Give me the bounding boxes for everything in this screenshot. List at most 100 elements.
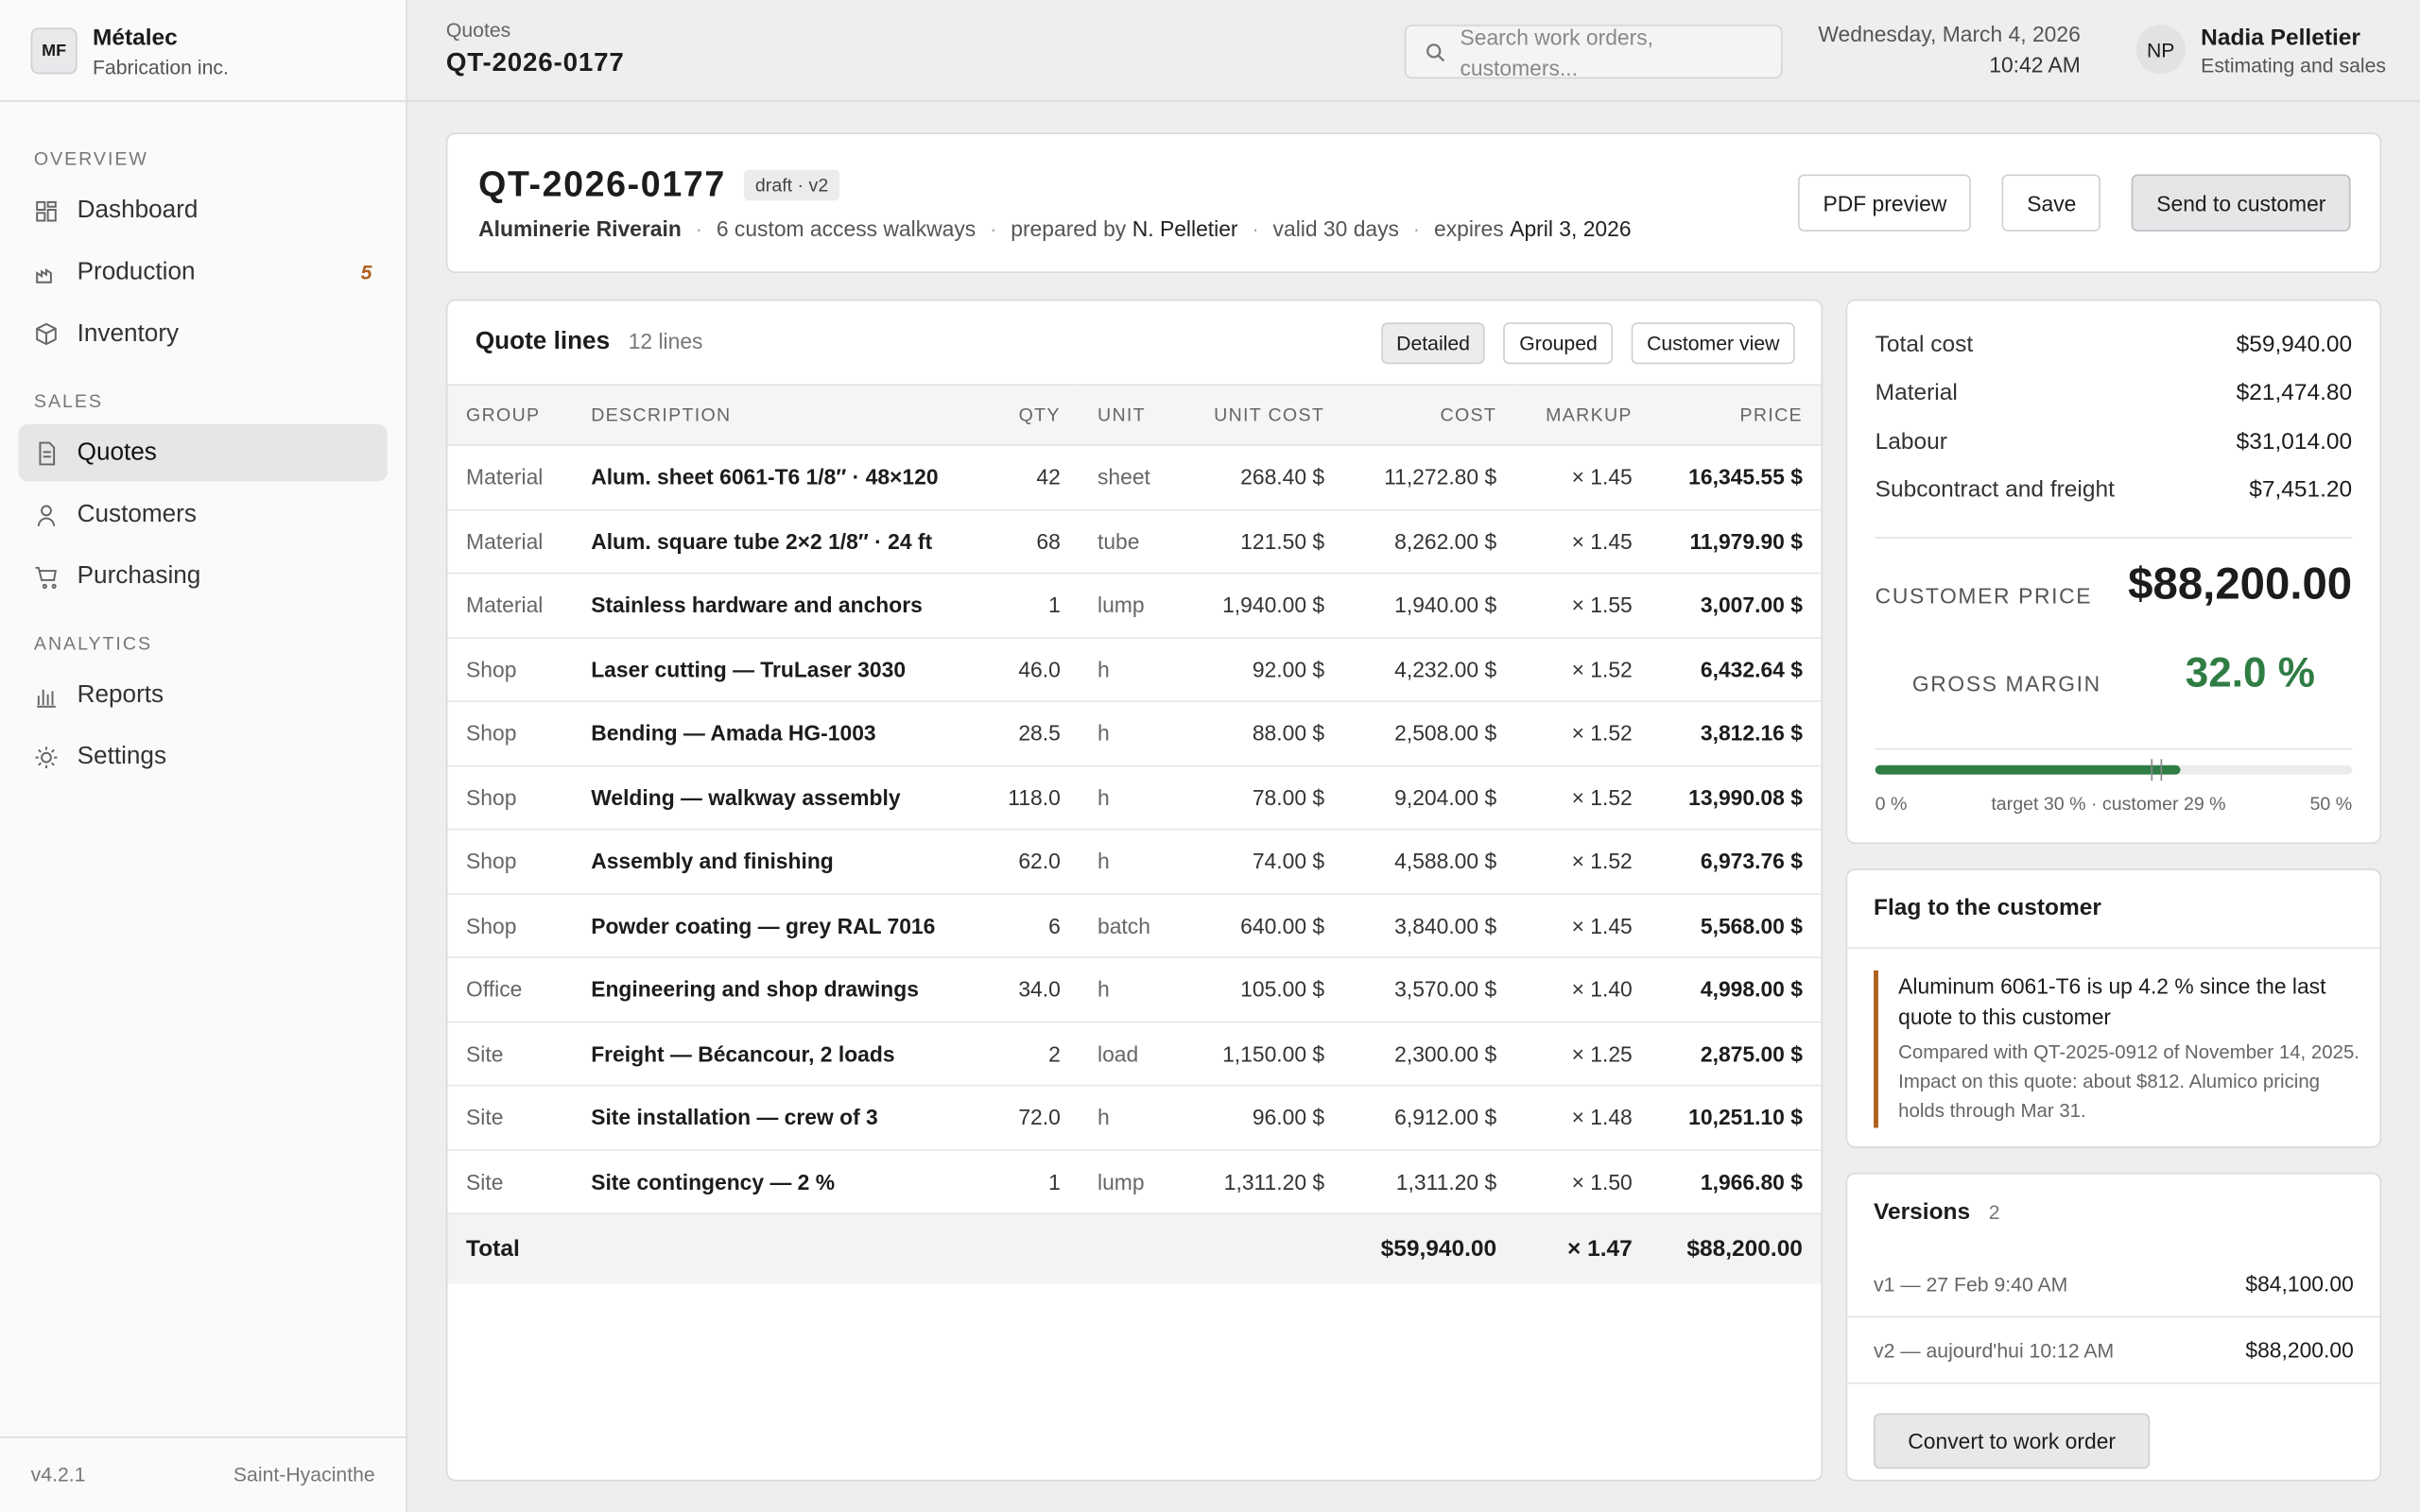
cell: 11,272.80 $ <box>1342 445 1515 510</box>
breakdown-label: Subcontract and freight <box>1875 476 2115 504</box>
line-row[interactable]: Shop Bending — Amada HG-1003 28.5 h 88.00 $2… <box>447 701 1822 766</box>
cell: h <box>1079 1085 1185 1151</box>
scale-label: target 30 % · customer 29 % <box>1991 793 2226 816</box>
cell: Office <box>447 957 573 1022</box>
quote-title: QT-2026-0177 <box>478 163 726 204</box>
total-cell: × 1.47 <box>1567 1235 1633 1263</box>
nav-icon <box>36 200 57 221</box>
cell: tube <box>1079 508 1185 575</box>
nav-badge: 5 <box>360 260 372 284</box>
nav-item[interactable]: Inventory <box>19 305 388 362</box>
actions: PDF preview Save Send to customer <box>1798 174 2351 232</box>
column-header: COST <box>1342 384 1515 446</box>
version-amount: $84,100.00 <box>2245 1271 2354 1297</box>
cell: Powder coating — grey RAL 7016 <box>572 893 979 958</box>
line-row[interactable]: Office Engineering and shop drawings 34.0 h… <box>447 957 1822 1022</box>
column-header: GROUP <box>447 384 573 446</box>
cell: Shop <box>447 765 573 831</box>
cell: 121.50 $ <box>1184 508 1343 575</box>
section-title: Quote lines <box>475 328 611 355</box>
lines-table: GROUP DESCRIPTION QTY UNIT UNIT COST COST MARK… <box>447 384 1822 1284</box>
cell: Freight — Bécancour, 2 loads <box>572 1021 979 1087</box>
cell: 3,007.00 $ <box>1651 573 1822 639</box>
action-button[interactable]: PDF preview <box>1798 174 1972 232</box>
nav-item[interactable]: Reports <box>19 666 388 723</box>
cell: Material <box>447 573 573 639</box>
cell: Site <box>447 1085 573 1151</box>
breadcrumb[interactable]: Quotes <box>445 18 511 43</box>
scale-label: 0 % <box>1875 793 1908 816</box>
cell: 96.00 $ <box>1184 1085 1343 1151</box>
nav-section-title: ANALYTICS <box>33 632 152 655</box>
icon-shape <box>35 566 57 589</box>
cell: 1,150.00 $ <box>1184 1021 1343 1087</box>
cell: 8,262.00 $ <box>1342 508 1515 575</box>
nav-item[interactable]: Customers <box>19 486 388 542</box>
line-row[interactable]: Site Site installation — crew of 3 72.0 h 96… <box>447 1085 1822 1151</box>
cell: Shop <box>447 701 573 766</box>
cell: × 1.50 <box>1514 1149 1651 1214</box>
line-row[interactable]: Shop Assembly and finishing 62.0 h 74.00 $4,… <box>447 829 1822 895</box>
line-row[interactable]: Site Freight — Bécancour, 2 loads 2 load 1,1… <box>447 1021 1822 1087</box>
search-placeholder: Search work orders, customers... <box>1460 24 1654 80</box>
flag-headline: Aluminum 6061-T6 is up 4.2 % since the l… <box>1898 973 2326 1029</box>
column-header: PRICE <box>1651 384 1822 446</box>
cell: 1,940.00 $ <box>1184 573 1343 639</box>
column-header: UNIT COST <box>1184 384 1343 446</box>
view-toggle-button[interactable]: Grouped <box>1503 322 1614 365</box>
nav-label: Inventory <box>77 319 180 347</box>
nav-item[interactable]: Settings <box>19 729 388 785</box>
price-label: CUSTOMER PRICE <box>1875 583 2093 609</box>
breakdown-value: $21,474.80 <box>2236 380 2353 406</box>
breakdown-value: $31,014.00 <box>2236 428 2353 455</box>
cell: 72.0 <box>978 1085 1080 1151</box>
action-button[interactable]: Send to customer <box>2132 174 2351 232</box>
nav-item[interactable]: Purchasing <box>19 548 388 605</box>
nav-label: Quotes <box>77 438 157 466</box>
version-row[interactable]: v2 — aujourd'hui 10:12 AM $88,200.00 <box>1847 1317 2380 1384</box>
action-button[interactable]: Save <box>2002 174 2101 232</box>
cell: 4,588.00 $ <box>1342 829 1515 895</box>
convert-button[interactable]: Convert to work order <box>1874 1413 2151 1469</box>
cell: 3,840.00 $ <box>1342 893 1515 958</box>
line-row[interactable]: Material Alum. square tube 2×2 1/8″ · 24 … <box>447 508 1822 575</box>
version-row[interactable]: v1 — 27 Feb 9:40 AM $84,100.00 <box>1847 1251 2380 1318</box>
company-subtitle: Fabrication inc. <box>92 55 229 79</box>
nav-section-title: SALES <box>33 390 103 412</box>
cell: × 1.52 <box>1514 829 1651 895</box>
line-row[interactable]: Shop Welding — walkway assembly 118.0 h 78.0… <box>447 765 1822 831</box>
nav-item[interactable]: Dashboard <box>19 182 388 239</box>
cell: 2 <box>978 1021 1080 1087</box>
total-cell: $88,200.00 <box>1686 1235 1803 1263</box>
cell: lump <box>1079 1149 1185 1214</box>
view-toggle-button[interactable]: Customer view <box>1631 322 1795 365</box>
nav-icon <box>37 688 56 707</box>
line-row[interactable]: Shop Laser cutting — TruLaser 3030 46.0 h 92… <box>447 637 1822 702</box>
description: 6 custom access walkways <box>716 215 977 241</box>
cell: 4,998.00 $ <box>1651 957 1822 1022</box>
header-row: GROUP DESCRIPTION QTY UNIT UNIT COST COST MARK… <box>447 384 1822 446</box>
user-role: Estimating and sales <box>2201 54 2387 77</box>
cell: Stainless hardware and anchors <box>572 573 979 639</box>
nav-item[interactable]: Quotes <box>18 423 388 482</box>
cell: Material <box>447 508 573 575</box>
line-row[interactable]: Site Site contingency — 2 % 1 lump 1,311.20 … <box>447 1149 1822 1214</box>
line-row[interactable]: Material Stainless hardware and anchors 1 l… <box>447 573 1822 639</box>
line-row[interactable]: Material Alum. sheet 6061-T6 1/8″ · 48×12… <box>447 445 1822 510</box>
cell: × 1.40 <box>1514 957 1651 1022</box>
cell: h <box>1079 701 1185 766</box>
search[interactable]: Search work orders, customers... <box>1404 24 1783 79</box>
cell: 16,345.55 $ <box>1651 445 1822 510</box>
cell: × 1.52 <box>1514 701 1651 766</box>
version-label: v1 — 27 Feb 9:40 AM <box>1874 1272 2068 1296</box>
line-row[interactable]: Shop Powder coating — grey RAL 7016 6 batch… <box>447 893 1822 958</box>
cell: Alum. sheet 6061-T6 1/8″ · 48×120 <box>572 445 979 510</box>
quote-meta: Aluminerie Riverain · 6 custom access walk… <box>478 216 1631 241</box>
separator: · <box>1252 215 1259 241</box>
cell: Bending — Amada HG-1003 <box>572 701 979 766</box>
nav-item[interactable]: Production 5 <box>19 244 388 301</box>
view-toggle-button[interactable]: Detailed <box>1380 322 1486 365</box>
status-badge: draft · v2 <box>744 168 839 200</box>
icon-shape <box>35 746 58 768</box>
avatar[interactable]: NP <box>2135 25 2186 75</box>
